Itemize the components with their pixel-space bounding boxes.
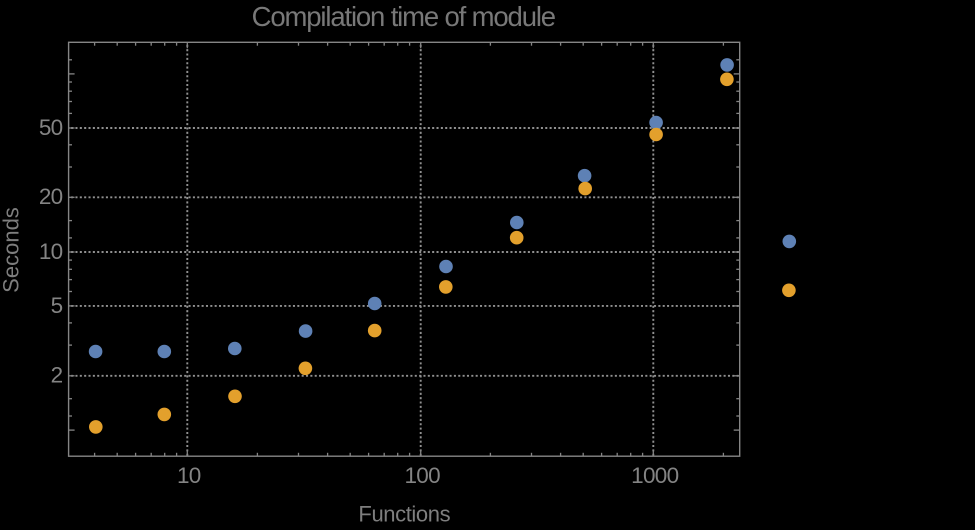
svg-text:2: 2 <box>51 363 63 388</box>
svg-text:10: 10 <box>39 239 63 264</box>
svg-text:Functions: Functions <box>358 502 450 526</box>
svg-text:100: 100 <box>404 463 440 488</box>
svg-text:50: 50 <box>39 115 63 140</box>
svg-text:Compilation time of module: Compilation time of module <box>252 1 556 32</box>
svg-text:Seconds: Seconds <box>0 207 23 293</box>
svg-text:10: 10 <box>177 463 201 488</box>
svg-text:20: 20 <box>39 184 63 209</box>
svg-text:5: 5 <box>51 293 63 318</box>
svg-text:1000: 1000 <box>631 463 678 488</box>
